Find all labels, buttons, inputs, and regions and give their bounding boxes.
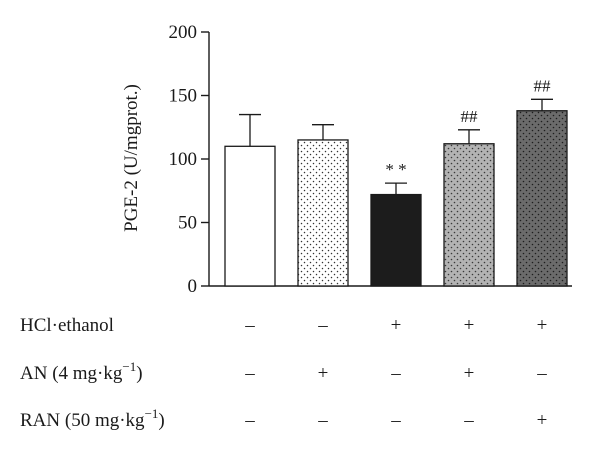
y-tick-label: 0 — [188, 276, 198, 297]
treatment-sign: – — [390, 410, 401, 431]
bar-3 — [370, 193, 422, 287]
treatment-sign: – — [244, 315, 255, 336]
y-tick-label: 150 — [169, 86, 198, 107]
treatment-sign: + — [318, 363, 329, 384]
treatment-sign: – — [390, 363, 401, 384]
bar-2 — [297, 139, 349, 287]
significance-marker: ## — [534, 76, 552, 95]
treatment-sign: + — [391, 315, 402, 336]
treatment-sign: + — [537, 315, 548, 336]
significance-marker: ## — [461, 107, 479, 126]
y-tick-label: 50 — [178, 213, 197, 234]
y-tick-label: 200 — [169, 22, 198, 43]
treatment-sign: – — [536, 363, 547, 384]
treatment-sign: – — [317, 410, 328, 431]
bar-5 — [516, 110, 568, 287]
treatment-row-label: HCl·ethanol — [20, 315, 114, 336]
treatment-sign: – — [244, 363, 255, 384]
significance-marker: * * — [385, 160, 406, 179]
treatment-sign: – — [463, 410, 474, 431]
bar-4 — [443, 143, 495, 287]
treatment-row-label: AN (4 mg·kg−1) — [20, 359, 143, 384]
treatment-sign: – — [244, 410, 255, 431]
bar-1 — [224, 145, 276, 287]
treatment-sign: – — [317, 315, 328, 336]
y-tick-label: 100 — [169, 149, 198, 170]
treatment-sign: + — [464, 315, 475, 336]
y-axis-label: PGE-2 (U/mgprot.) — [121, 84, 142, 232]
treatment-sign: + — [464, 363, 475, 384]
treatment-sign: + — [537, 410, 548, 431]
treatment-table: HCl·ethanol – – + + + AN (4 mg·kg−1) – + – + – RAN (… — [20, 315, 547, 431]
treatment-row-label: RAN (50 mg·kg−1) — [20, 406, 165, 431]
plot-area: 0 50 100 150 200 * * ## ## — [169, 22, 572, 297]
